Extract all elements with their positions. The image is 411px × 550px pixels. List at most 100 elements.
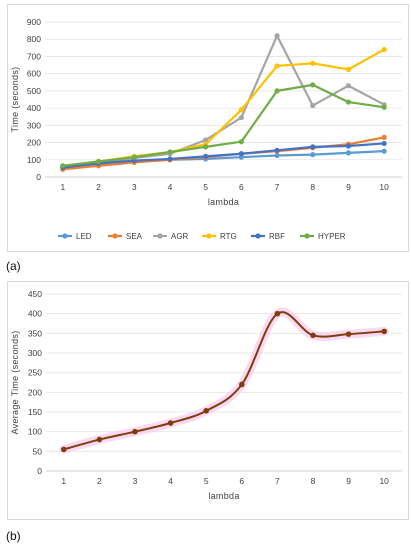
x-tick-label: 9: [346, 476, 351, 486]
data-point: [238, 139, 244, 145]
y-tick-label: 350: [28, 328, 42, 338]
data-point: [203, 408, 209, 414]
data-point: [310, 102, 316, 109]
data-point: [60, 163, 66, 169]
data-point: [381, 46, 387, 53]
series-line-rbf: [62, 142, 385, 169]
data-point: [203, 153, 209, 159]
y-tick-label: 700: [27, 51, 41, 61]
y-axis-label: Average Time (seconds): [10, 331, 20, 435]
chart-a: 0 100 200 300 400 500 600 700 800 900 1 2 3 4 5 6 7 8 9 10 l…: [10, 17, 402, 241]
series-line-rtg: [62, 48, 385, 167]
data-point: [238, 151, 244, 157]
legend-swatch-marker: [112, 233, 118, 239]
data-point: [274, 63, 280, 69]
data-point: [274, 33, 280, 39]
x-tick-label: 10: [379, 476, 389, 486]
x-tick-label: 7: [275, 476, 280, 486]
data-point: [167, 420, 174, 426]
data-point: [381, 134, 387, 140]
y-tick-label: 450: [28, 289, 42, 299]
data-point: [203, 144, 209, 150]
y-tick-label: 0: [37, 466, 42, 476]
y-tick-label: 900: [27, 17, 41, 27]
data-point: [95, 158, 102, 165]
y-tick-label: 100: [27, 155, 41, 165]
x-tick-label: 6: [239, 182, 244, 192]
data-point: [310, 60, 316, 66]
data-point: [167, 149, 173, 155]
legend-label: RTG: [220, 232, 237, 241]
y-axis-label: Time (seconds): [10, 67, 20, 133]
legend-swatch-marker: [62, 233, 68, 239]
x-tick-label: 2: [96, 182, 101, 192]
x-tick-label: 9: [346, 182, 351, 192]
series-line-hyper: [62, 83, 385, 167]
data-point: [310, 332, 316, 339]
data-point: [310, 144, 316, 150]
y-tick-label: 400: [28, 309, 42, 319]
x-axis-label: lambda: [208, 197, 239, 207]
data-point: [345, 143, 352, 149]
caption-a: (a): [6, 259, 21, 273]
y-tick-label: 200: [27, 138, 41, 148]
legend-swatch-marker: [304, 233, 310, 239]
data-point: [274, 152, 280, 159]
x-tick-label: 1: [60, 182, 65, 192]
data-point: [61, 446, 67, 453]
y-tick-label: 800: [27, 34, 41, 44]
y-tick-label: 300: [27, 120, 41, 130]
data-point: [203, 137, 209, 143]
x-axis-label: lambda: [208, 491, 239, 501]
data-point: [310, 152, 316, 158]
data-point: [345, 99, 352, 105]
x-tick-label: 7: [275, 182, 280, 192]
legend-label: RBF: [269, 232, 285, 241]
data-point: [131, 154, 137, 160]
legend-label: AGR: [171, 232, 189, 241]
data-point: [345, 150, 352, 156]
legend-swatch-marker: [206, 233, 212, 239]
legend-swatch-marker: [157, 233, 163, 239]
x-tick-label: 3: [133, 476, 138, 486]
x-tick-label: 8: [310, 182, 315, 192]
data-point: [238, 107, 244, 113]
legend-label: HYPER: [318, 232, 346, 241]
x-tick-label: 8: [311, 476, 316, 486]
data-point: [274, 310, 281, 317]
trend-band: [59, 307, 389, 454]
legend-swatch-marker: [255, 233, 261, 239]
x-tick-label: 4: [168, 476, 173, 486]
x-tick-label: 4: [168, 182, 173, 192]
x-tick-label: 6: [239, 476, 244, 486]
y-tick-label: 100: [28, 427, 42, 437]
series-line: [63, 311, 385, 451]
data-point: [310, 82, 316, 88]
y-tick-label: 150: [28, 407, 42, 417]
data-point: [167, 156, 173, 162]
chart-a-panel: 0 100 200 300 400 500 600 700 800 900 1 2 3 4 5 6 7 8 9 10 l…: [7, 4, 409, 252]
data-point: [381, 104, 387, 110]
data-point: [381, 328, 388, 335]
x-tick-label: 1: [61, 476, 66, 486]
y-tick-label: 250: [28, 368, 42, 378]
y-tick-label: 400: [27, 103, 41, 113]
legend-label: SEA: [126, 232, 143, 241]
data-point: [238, 114, 244, 121]
data-point: [274, 147, 280, 153]
data-point: [132, 428, 138, 435]
data-point: [345, 331, 352, 337]
caption-b: (b): [6, 529, 21, 543]
legend-label: LED: [76, 232, 92, 241]
x-tick-label: 2: [97, 476, 102, 486]
y-tick-label: 50: [33, 446, 43, 456]
x-tick-label: 10: [379, 182, 389, 192]
y-tick-label: 600: [27, 69, 41, 79]
data-point: [239, 381, 245, 388]
chart-b-panel: 0 50 100 150 200 250 300 350 400 450 1 2 3 4 5 6 7 8 9 10 la…: [7, 281, 409, 520]
y-tick-label: 300: [28, 348, 42, 358]
data-point: [381, 148, 387, 154]
data-point: [96, 436, 103, 443]
data-point: [345, 66, 352, 72]
x-tick-label: 3: [132, 182, 137, 192]
